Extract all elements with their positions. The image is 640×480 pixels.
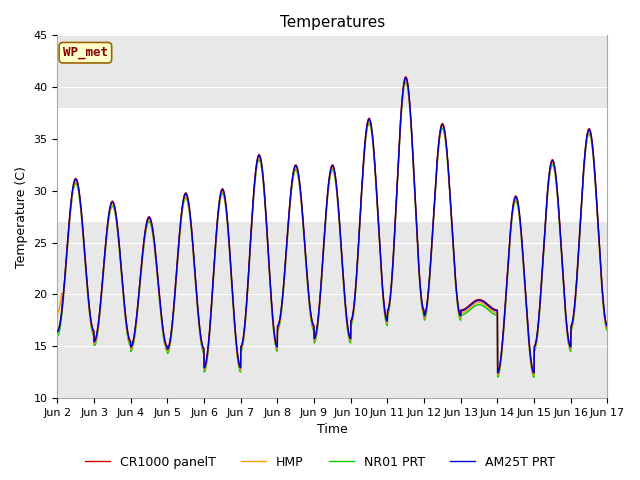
CR1000 panelT <box>402 74 410 80</box>
Line: HMP: HMP <box>58 80 607 375</box>
NR01 PRT <box>402 79 410 85</box>
Line: NR01 PRT: NR01 PRT <box>58 82 607 377</box>
HMP <box>493 310 500 316</box>
CR1000 panelT <box>556 214 563 220</box>
AM25T PRT <box>207 312 214 318</box>
CR1000 panelT <box>530 369 538 375</box>
AM25T PRT <box>402 75 410 81</box>
HMP <box>54 310 61 316</box>
HMP <box>207 315 214 321</box>
AM25T PRT <box>493 308 500 314</box>
HMP <box>571 305 579 311</box>
Bar <box>58 108 607 222</box>
NR01 PRT <box>571 308 579 313</box>
AM25T PRT <box>360 151 368 156</box>
CR1000 panelT <box>54 328 61 334</box>
NR01 PRT <box>604 328 611 334</box>
HMP <box>530 372 538 378</box>
NR01 PRT <box>493 312 500 318</box>
NR01 PRT <box>54 333 61 339</box>
CR1000 panelT <box>604 323 611 328</box>
NR01 PRT <box>360 155 368 160</box>
HMP <box>556 217 563 223</box>
NR01 PRT <box>348 320 356 325</box>
CR1000 panelT <box>493 307 500 312</box>
Line: CR1000 panelT: CR1000 panelT <box>58 77 607 372</box>
AM25T PRT <box>530 370 538 376</box>
X-axis label: Time: Time <box>317 423 348 436</box>
Legend: CR1000 panelT, HMP, NR01 PRT, AM25T PRT: CR1000 panelT, HMP, NR01 PRT, AM25T PRT <box>80 451 560 474</box>
HMP <box>348 318 356 324</box>
AM25T PRT <box>54 329 61 335</box>
CR1000 panelT <box>207 312 214 317</box>
AM25T PRT <box>571 303 579 309</box>
HMP <box>604 325 611 331</box>
CR1000 panelT <box>571 302 579 308</box>
CR1000 panelT <box>360 150 368 156</box>
HMP <box>360 153 368 158</box>
Line: AM25T PRT: AM25T PRT <box>58 78 607 373</box>
NR01 PRT <box>207 317 214 323</box>
AM25T PRT <box>556 215 563 221</box>
AM25T PRT <box>348 315 356 321</box>
Text: WP_met: WP_met <box>63 46 108 59</box>
NR01 PRT <box>556 219 563 225</box>
Y-axis label: Temperature (C): Temperature (C) <box>15 166 28 267</box>
Title: Temperatures: Temperatures <box>280 15 385 30</box>
HMP <box>402 77 410 83</box>
NR01 PRT <box>530 374 538 380</box>
CR1000 panelT <box>348 314 356 320</box>
AM25T PRT <box>604 324 611 329</box>
